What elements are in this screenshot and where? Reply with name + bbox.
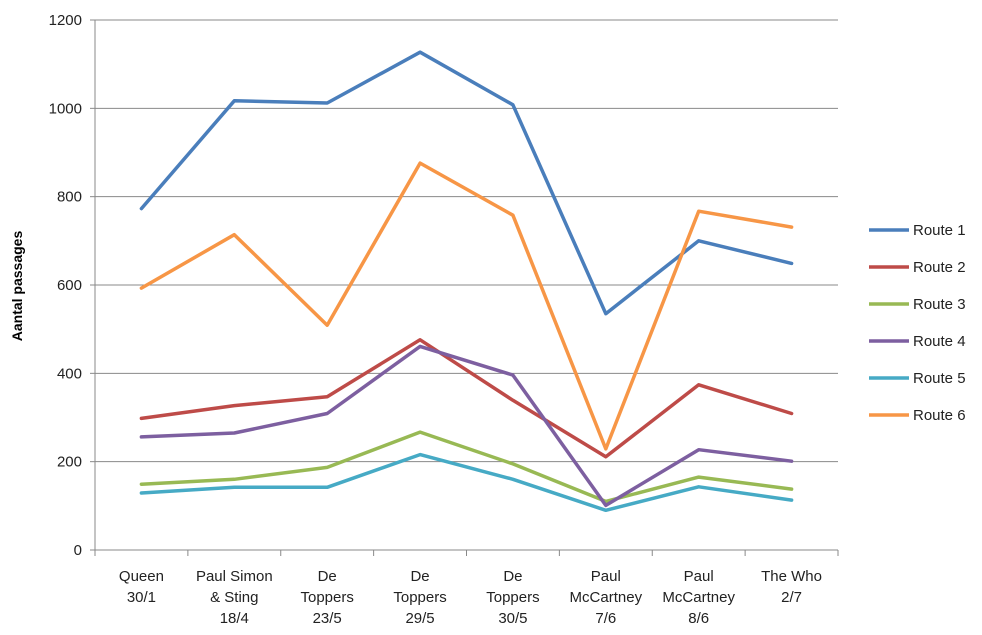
series-line-route-5 xyxy=(139,452,794,513)
y-tick-label: 200 xyxy=(57,454,82,471)
x-tick-labels: Queen 30/1 Paul Simon & Sting 18/4 De Toppers 2… xyxy=(119,568,822,627)
gridlines xyxy=(95,19,838,463)
axes xyxy=(90,19,839,556)
y-tick-label: 1000 xyxy=(49,100,82,117)
y-tick-label: 400 xyxy=(57,365,82,382)
legend-label: Route 1 xyxy=(913,222,966,239)
series-line-route-6 xyxy=(139,161,794,451)
x-tick-label: The Who 2/7 xyxy=(761,568,822,606)
legend-label: Route 6 xyxy=(913,407,966,424)
y-tick-label: 1200 xyxy=(49,12,82,29)
legend-label: Route 4 xyxy=(913,333,966,350)
x-tick-label: Paul McCartney 8/6 xyxy=(662,568,735,627)
x-tick-label: De Toppers 23/5 xyxy=(301,568,354,627)
y-tick-labels: 0 200 400 600 800 1000 1200 xyxy=(49,12,82,559)
x-tick-label: Paul Simon & Sting 18/4 xyxy=(196,568,273,627)
x-tick-label: De Toppers 29/5 xyxy=(393,568,446,627)
legend-label: Route 5 xyxy=(913,370,966,387)
y-tick-label: 600 xyxy=(57,277,82,294)
series-line-route-4 xyxy=(139,344,794,508)
x-tick-label: Paul McCartney 7/6 xyxy=(570,568,643,627)
y-tick-label: 0 xyxy=(74,542,82,559)
series-lines xyxy=(139,50,794,513)
series-line-route-2 xyxy=(139,338,794,459)
legend: Route 1 Route 2 Route 3 Route 4 Route 5 Route… xyxy=(869,222,966,424)
y-axis-label: Aantal passages xyxy=(9,231,25,342)
legend-label: Route 2 xyxy=(913,259,966,276)
x-tick-label: De Toppers 30/5 xyxy=(486,568,539,627)
series-line-route-3 xyxy=(139,430,794,504)
y-tick-label: 800 xyxy=(57,189,82,206)
legend-label: Route 3 xyxy=(913,296,966,313)
x-tick-label: Queen 30/1 xyxy=(119,568,164,606)
series-line-route-1 xyxy=(139,50,794,316)
